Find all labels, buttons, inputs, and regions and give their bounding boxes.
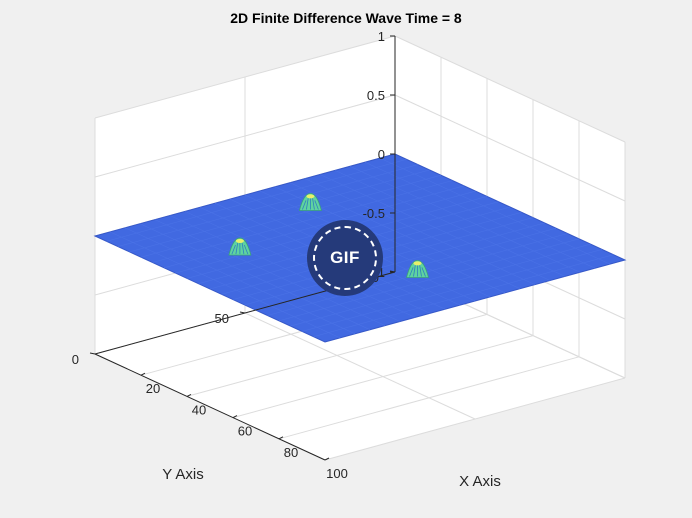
x-axis-line [94,353,326,461]
side-grid-z [94,35,396,119]
wave-peak-mesh [409,267,414,277]
surface-mesh-y [289,182,521,289]
wave-peak-mesh [421,267,426,277]
y-tick-mark [239,311,246,314]
surface-mesh-y [109,231,341,339]
surface-mesh-y [349,166,581,273]
wave-peak-mesh [241,242,245,255]
wave-peak-crest [235,238,244,243]
x-tick-mark [232,415,238,419]
z-tick-label: 0 [378,147,385,162]
x-tick-mark [186,393,192,397]
surface-mesh-y [334,170,566,277]
wave-peak-mesh [419,265,422,277]
x-tick-mark [278,436,284,440]
wave-peak-mesh [312,198,315,210]
side-grid-z [94,94,396,178]
y-tick-mark [89,352,96,355]
wave-peak-mesh [413,265,416,277]
wave-peak-crest [306,194,315,199]
y-tick-label: 50 [215,311,229,326]
wave-peak [298,192,322,211]
x-tick-label: 80 [284,445,298,460]
z-tick-label: -0.5 [363,206,385,221]
z-tick-label: 0.5 [367,88,385,103]
surface-mesh-y [184,211,416,318]
surface-mesh-y [304,178,536,285]
wave-peak-mesh [306,198,309,210]
wave-peak-mesh [314,200,319,210]
surface-mesh-y [169,215,401,322]
surface-mesh-y [139,223,371,330]
gif-play-badge[interactable]: GIF [307,220,383,296]
gif-badge-label: GIF [330,248,360,267]
z-tick-label: 1 [378,29,385,44]
back-grid-z [394,94,626,202]
wave-peak-mesh [243,244,249,255]
back-grid-z [394,35,626,143]
x-tick-label: 100 [326,466,348,481]
wave-peak [405,259,430,278]
x-tick-mark [324,457,330,461]
wave-peak-mesh [235,242,239,255]
x-tick-label: 40 [192,402,206,417]
surface-mesh-y [319,174,551,281]
wave-peak [228,237,252,256]
chart-title: 2D Finite Difference Wave Time = 8 [230,10,462,26]
wave-peak-mesh [231,244,236,255]
wave-peak-crest [413,261,422,266]
surface-mesh-y [124,227,356,335]
surface-mesh-y [364,161,596,269]
x-tick-label: 60 [238,424,252,439]
y-axis-label: Y Axis [162,466,203,483]
surface-mesh-y [379,157,611,265]
wave-peak-mesh [302,200,307,210]
x-tick-label: 20 [146,381,160,396]
x-tick-mark [140,372,146,376]
y-tick-label: 0 [72,352,79,367]
floor-grid-y [244,312,476,420]
surface-mesh-y [154,219,386,326]
x-axis-label: X Axis [459,473,501,490]
